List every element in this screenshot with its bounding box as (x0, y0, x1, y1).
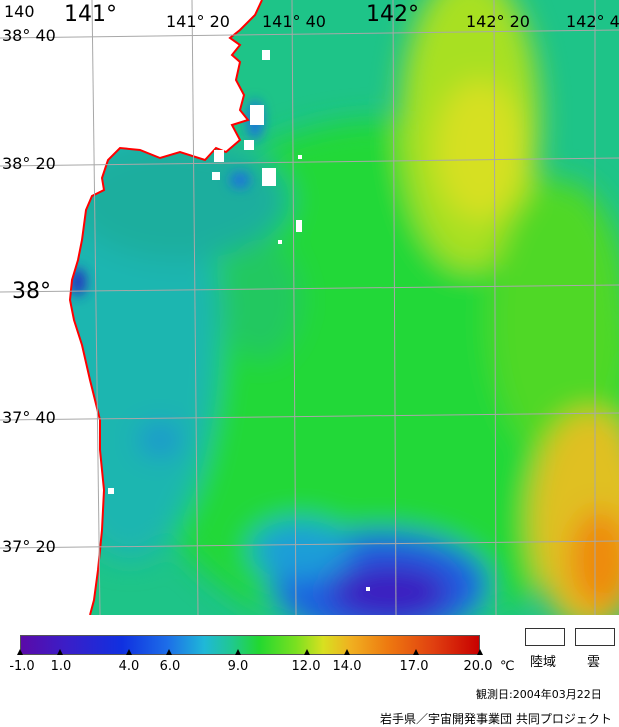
longitude-label-6: 142° 20 (466, 12, 530, 31)
colorbar-tick-mark (344, 649, 350, 655)
temperature-unit: ℃ (500, 659, 515, 674)
cloud-patches (108, 50, 370, 591)
sea-surface-temperature-map: 140 141° 141° 20 141° 40 142° 142° 20 14… (0, 0, 619, 615)
graticule (0, 0, 619, 615)
latitude-label-2: 38° 20 (2, 154, 56, 173)
land-legend-swatch (525, 628, 565, 646)
map-canvas (0, 0, 619, 615)
latitude-label-3: 38° (12, 279, 51, 304)
longitude-label-1: 140 (4, 2, 35, 21)
longitude-label-2: 141° (64, 2, 117, 27)
longitude-label-3: 141° 20 (166, 12, 230, 31)
colorbar-tick-mark (477, 649, 483, 655)
credit-line: 岩手県／宇宙開発事業団 共同プロジェクト (380, 712, 612, 726)
latitude-label-1: 38° 40 (2, 26, 56, 45)
colorbar-tick-label: 12.0 (291, 659, 321, 674)
colorbar-tick-mark (126, 649, 132, 655)
colorbar-tick-label: 14.0 (332, 659, 362, 674)
colorbar-tick-mark (413, 649, 419, 655)
land-area (0, 0, 262, 615)
colorbar-tick-label: 20.0 (463, 659, 493, 674)
colorbar-tick-label: 1.0 (50, 659, 72, 674)
longitude-label-7: 142° 4 (566, 12, 619, 31)
cloud-legend-swatch (575, 628, 615, 646)
longitude-label-5: 142° (366, 2, 419, 27)
longitude-label-4: 141° 40 (262, 12, 326, 31)
observation-date: 観測日:2004年03月22日 (476, 688, 602, 701)
colorbar-tick-label: 6.0 (159, 659, 181, 674)
latitude-label-4: 37° 40 (2, 408, 56, 427)
colorbar-tick-mark (235, 649, 241, 655)
latitude-label-5: 37° 20 (2, 537, 56, 556)
temperature-colorbar (20, 635, 480, 655)
colorbar-tick-mark (17, 649, 23, 655)
cloud-legend-label: 雲 (587, 655, 601, 670)
colorbar-tick-label: 9.0 (227, 659, 249, 674)
colorbar-tick-label: 17.0 (399, 659, 429, 674)
colorbar-tick-mark (166, 649, 172, 655)
colorbar-tick-label: 4.0 (118, 659, 140, 674)
colorbar-tick-label: -1.0 (9, 659, 35, 674)
colorbar-tick-mark (57, 649, 63, 655)
colorbar-tick-mark (304, 649, 310, 655)
land-legend-label: 陸域 (530, 655, 557, 670)
coastline (68, 0, 263, 615)
